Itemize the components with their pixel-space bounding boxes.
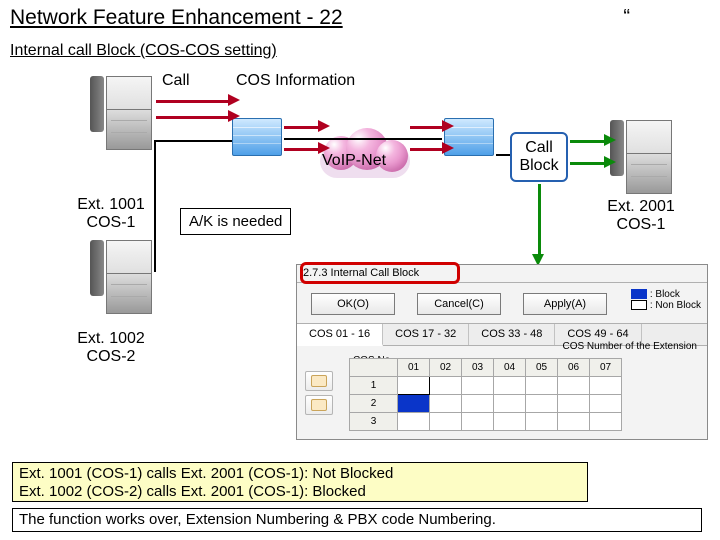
arrowhead-call-1 xyxy=(228,94,240,106)
cell-r2-c03[interactable] xyxy=(462,395,494,413)
title-highlight-ring xyxy=(300,262,460,284)
cell-r1-c04[interactable] xyxy=(494,377,526,395)
apply-button[interactable]: Apply(A) xyxy=(523,293,607,315)
arrowhead-lc-bot xyxy=(318,142,330,154)
cloud-label: VoIP-Net xyxy=(322,152,386,170)
cell-r3-c05[interactable] xyxy=(526,413,558,431)
grid-caption: COS Number of the Extension xyxy=(562,341,697,352)
arrowhead-lc-top xyxy=(318,120,330,132)
link-left-cloud-black xyxy=(284,138,442,140)
footer-box: The function works over, Extension Numbe… xyxy=(12,508,702,532)
settings-window: 2.7.3 Internal Call Block OK(O) Cancel(C… xyxy=(296,264,708,440)
cell-r1-c05[interactable] xyxy=(526,377,558,395)
phone-ext1002 xyxy=(90,240,152,315)
cell-r1-c07[interactable] xyxy=(590,377,622,395)
conn-1002-vert xyxy=(154,142,156,272)
cell-r1-c03[interactable] xyxy=(462,377,494,395)
arrow-to-2001-bot xyxy=(570,162,606,165)
conn-1002-horz xyxy=(154,140,232,142)
cell-r3-c06[interactable] xyxy=(558,413,590,431)
arrow-to-2001-top xyxy=(570,140,606,143)
label-ext2001: Ext. 2001 COS-1 xyxy=(586,198,696,235)
legend-block-text: : Block xyxy=(650,289,680,300)
legend-block-swatch xyxy=(631,289,647,299)
link-right-block xyxy=(496,154,510,156)
call-block-box: Call Block xyxy=(510,132,568,182)
cell-r3-c04[interactable] xyxy=(494,413,526,431)
label-cos-info: COS Information xyxy=(236,72,355,90)
summary-line-2: Ext. 1002 (COS-2) calls Ext. 2001 (COS-1… xyxy=(19,483,581,501)
arrowhead-cr-top xyxy=(442,120,454,132)
cell-r1-c06[interactable] xyxy=(558,377,590,395)
arrow-cr-bot xyxy=(410,148,444,151)
server-left xyxy=(232,118,282,156)
cos-grid: 01020304050607123 xyxy=(349,358,622,431)
ak-note: A/K is needed xyxy=(180,208,291,235)
arrow-lc-bot xyxy=(284,148,320,151)
arrow-call-1 xyxy=(156,100,230,103)
arrow-cr-top xyxy=(410,126,444,129)
ok-button[interactable]: OK(O) xyxy=(311,293,395,315)
tab-cos33-48[interactable]: COS 33 - 48 xyxy=(469,324,555,345)
cell-r2-c01[interactable] xyxy=(398,395,430,413)
tab-cos01-16[interactable]: COS 01 - 16 xyxy=(297,324,383,346)
phone-ext2001 xyxy=(610,120,672,195)
cell-r2-c07[interactable] xyxy=(590,395,622,413)
cell-r2-c05[interactable] xyxy=(526,395,558,413)
cell-r3-c02[interactable] xyxy=(430,413,462,431)
legend: : Block : Non Block xyxy=(631,289,701,311)
cell-r1-c01[interactable] xyxy=(398,377,430,395)
cancel-button[interactable]: Cancel(C) xyxy=(417,293,501,315)
summary-box: Ext. 1001 (COS-1) calls Ext. 2001 (COS-1… xyxy=(12,462,588,502)
arrowhead-call-2 xyxy=(228,110,240,122)
legend-nonblock-text: : Non Block xyxy=(650,300,701,311)
cell-r3-c03[interactable] xyxy=(462,413,494,431)
label-call: Call xyxy=(162,72,190,90)
label-ext1001: Ext. 1001 COS-1 xyxy=(62,196,160,233)
arrow-lc-top xyxy=(284,126,320,129)
arrow-call-2 xyxy=(156,116,230,119)
page-subtitle: Internal call Block (COS-COS setting) xyxy=(10,42,277,60)
cell-r2-c06[interactable] xyxy=(558,395,590,413)
conn-1002-dot xyxy=(154,270,156,272)
summary-line-1: Ext. 1001 (COS-1) calls Ext. 2001 (COS-1… xyxy=(19,465,581,483)
arrowhead-cr-bot xyxy=(442,142,454,154)
arrowhead-2001-bot xyxy=(604,156,616,168)
tab-cos17-32[interactable]: COS 17 - 32 xyxy=(383,324,469,345)
legend-nonblock-swatch xyxy=(631,300,647,310)
cell-r3-c07[interactable] xyxy=(590,413,622,431)
phone-ext1001 xyxy=(90,76,152,151)
arrow-block-to-win xyxy=(538,184,541,256)
cell-r2-c04[interactable] xyxy=(494,395,526,413)
arrowhead-2001-top xyxy=(604,134,616,146)
page-title: Network Feature Enhancement - 22 xyxy=(10,6,343,30)
cell-r2-c02[interactable] xyxy=(430,395,462,413)
label-ext1002: Ext. 1002 COS-2 xyxy=(62,330,160,367)
cell-r3-c01[interactable] xyxy=(398,413,430,431)
quote-mark: “ xyxy=(623,6,630,29)
cell-r1-c02[interactable] xyxy=(430,377,462,395)
